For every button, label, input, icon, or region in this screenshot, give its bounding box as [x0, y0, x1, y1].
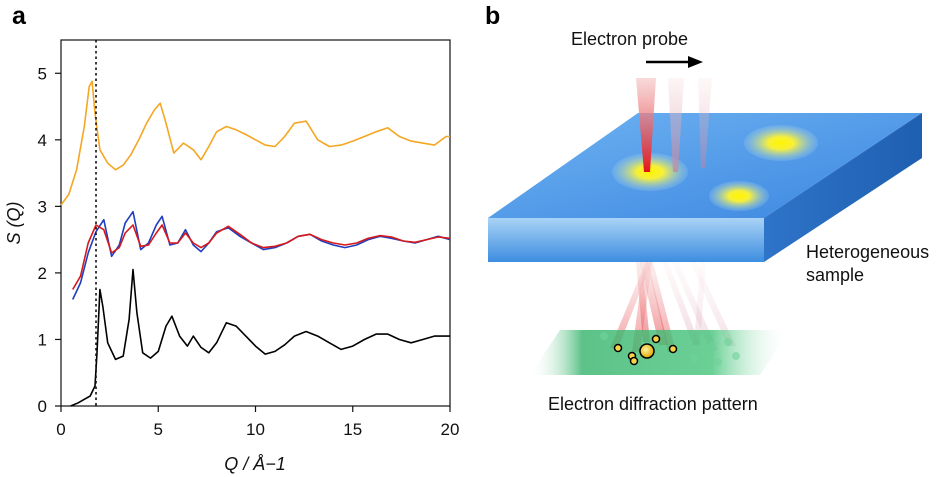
series-layer — [60, 80, 451, 407]
diffraction-pattern-label: Electron diffraction pattern — [548, 394, 758, 414]
x-axis-title: Q / Å−1 — [224, 454, 286, 474]
electron-probe-beams — [636, 78, 712, 172]
x-tick-label: 10 — [246, 420, 265, 439]
probe-beam-ghost-1 — [668, 78, 684, 172]
sq-plot: 0 5 10 15 20 0 1 2 3 4 5 Q / Å−1 S (Q) — [4, 39, 459, 474]
x-tick-label: 5 — [154, 420, 163, 439]
scan-direction-arrow — [646, 56, 703, 68]
scattered-beams — [610, 262, 736, 352]
probe-beam-ghost-2 — [698, 78, 712, 168]
y-tick-label: 2 — [38, 264, 47, 283]
sample-label-line1: Heterogeneous — [806, 242, 929, 262]
series-line-1 — [60, 80, 450, 206]
x-tick-label: 0 — [56, 420, 65, 439]
panel-b-letter: b — [485, 2, 500, 30]
probe-beam-active — [636, 78, 656, 172]
electron-probe-label: Electron probe — [571, 29, 688, 49]
hotspot-3 — [744, 125, 818, 161]
series-line-2 — [71, 210, 451, 300]
hotspot-2 — [709, 181, 769, 211]
series-line-3 — [72, 224, 451, 290]
x-tick-label: 20 — [441, 420, 460, 439]
y-tick-label: 5 — [38, 64, 47, 83]
sample-label-line2: sample — [806, 265, 864, 285]
y-axis: 0 1 2 3 4 5 — [38, 64, 61, 416]
y-tick-label: 3 — [38, 197, 47, 216]
y-tick-label: 4 — [38, 131, 47, 150]
diffraction-spots — [613, 334, 678, 366]
y-tick-label: 1 — [38, 330, 47, 349]
y-tick-label: 0 — [38, 397, 47, 416]
series-line-4 — [70, 268, 450, 407]
panel-a-letter: a — [12, 2, 27, 30]
central-diffraction-spot — [639, 343, 655, 359]
y-axis-title: S (Q) — [4, 202, 24, 245]
diffraction-detector — [530, 330, 790, 375]
plot-frame — [60, 39, 451, 407]
x-axis: 0 5 10 15 20 — [56, 406, 459, 439]
x-tick-label: 15 — [343, 420, 362, 439]
